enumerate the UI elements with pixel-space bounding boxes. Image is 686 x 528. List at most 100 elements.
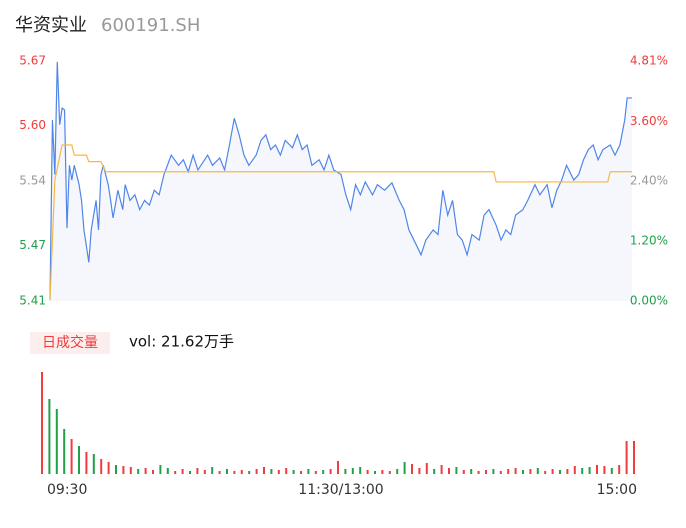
volume-bar <box>233 471 236 474</box>
volume-bar <box>418 468 421 474</box>
volume-bar <box>625 441 628 474</box>
volume-bar <box>633 441 635 474</box>
y2-tick-label: 3.60% <box>630 114 668 128</box>
volume-bar <box>240 470 243 474</box>
volume-bar <box>374 471 376 474</box>
volume-bar <box>448 468 450 474</box>
volume-total: vol: 21.62万手 <box>129 333 234 351</box>
volume-bar <box>189 471 191 474</box>
volume-bar <box>507 469 510 474</box>
price-area <box>50 61 632 301</box>
volume-bar <box>277 470 280 474</box>
volume-bar <box>610 468 613 474</box>
volume-bar <box>55 409 58 474</box>
volume-bar <box>536 468 539 474</box>
volume-bar <box>129 467 132 474</box>
volume-bar <box>270 469 273 474</box>
volume-bar <box>388 471 391 474</box>
volume-bar <box>285 468 288 474</box>
volume-bar <box>85 452 88 474</box>
volume-bar <box>137 469 140 474</box>
volume-bar <box>196 468 199 474</box>
y-tick-label: 5.67 <box>19 54 46 68</box>
volume-bar <box>166 468 169 474</box>
volume-bar <box>455 467 458 474</box>
volume-bar <box>603 466 606 474</box>
volume-bar <box>529 469 532 474</box>
volume-bar <box>255 469 258 474</box>
y-tick-label: 5.54 <box>19 174 46 188</box>
stock-name: 华资实业 <box>15 15 87 36</box>
volume-bar <box>411 464 413 474</box>
volume-bar <box>425 463 428 474</box>
stock-code: 600191.SH <box>101 15 200 36</box>
volume-bar <box>144 468 147 474</box>
price-line <box>49 61 632 301</box>
volume-bar <box>307 469 310 474</box>
volume-bar <box>100 459 103 474</box>
volume-bar <box>403 462 406 474</box>
volume-bar <box>226 469 228 474</box>
y2-tick-label: 2.40% <box>630 174 668 188</box>
volume-bar <box>581 468 584 474</box>
volume-bar <box>381 470 384 474</box>
volume-bar <box>359 467 362 474</box>
volume-bar <box>566 469 569 474</box>
volume-bar <box>477 471 480 474</box>
volume-bar <box>292 470 295 474</box>
volume-bar <box>559 470 561 474</box>
volume-bar <box>366 470 369 474</box>
volume-bar <box>351 468 354 474</box>
volume-bar <box>433 469 436 474</box>
volume-bar <box>159 465 162 474</box>
x-tick-label: 11:30/13:00 <box>298 482 383 498</box>
volume-bar <box>329 469 332 474</box>
volume-bar <box>211 467 214 474</box>
volume-bar <box>499 471 502 474</box>
volume-bar <box>544 471 547 474</box>
volume-bar <box>70 439 73 474</box>
volume-bar <box>522 470 524 474</box>
average-line <box>49 144 632 301</box>
volume-bar <box>174 471 177 474</box>
volume-bar <box>596 465 598 474</box>
volume-bar <box>485 470 487 474</box>
volume-bar <box>322 470 325 474</box>
volume-bar <box>300 471 302 474</box>
volume-bar <box>218 471 221 474</box>
volume-bar <box>514 468 517 474</box>
volume-bar <box>344 469 347 474</box>
volume-bar <box>314 471 317 474</box>
volume-bar <box>48 399 51 474</box>
volume-bar <box>107 462 110 474</box>
volume-bar <box>78 446 80 474</box>
volume-bar <box>152 470 154 474</box>
y-tick-label: 5.60 <box>19 118 46 132</box>
y2-tick-label: 0.00% <box>630 294 668 308</box>
volume-bar <box>263 467 265 474</box>
volume-bar <box>92 454 95 474</box>
y-tick-label: 5.47 <box>19 238 46 252</box>
volume-bar <box>337 461 339 474</box>
volume-bar <box>618 465 621 474</box>
volume-bar <box>396 469 399 474</box>
volume-bar <box>41 372 43 474</box>
volume-bar <box>492 469 495 474</box>
y2-tick-label: 4.81% <box>630 54 668 68</box>
volume-bar <box>573 466 576 474</box>
volume-badge <box>30 332 110 354</box>
volume-bar <box>248 471 251 474</box>
y-tick-label: 5.41 <box>19 294 46 308</box>
volume-bar <box>470 469 473 474</box>
x-tick-label: 09:30 <box>47 482 87 498</box>
volume-bar <box>203 470 206 474</box>
volume-label: 日成交量 <box>42 334 98 351</box>
volume-bar <box>588 467 591 474</box>
volume-bar <box>440 465 443 474</box>
x-tick-label: 15:00 <box>597 482 637 498</box>
volume-bar <box>115 465 117 474</box>
volume-bar <box>122 466 125 474</box>
volume-bar <box>181 469 184 474</box>
y2-tick-label: 1.20% <box>630 234 668 248</box>
